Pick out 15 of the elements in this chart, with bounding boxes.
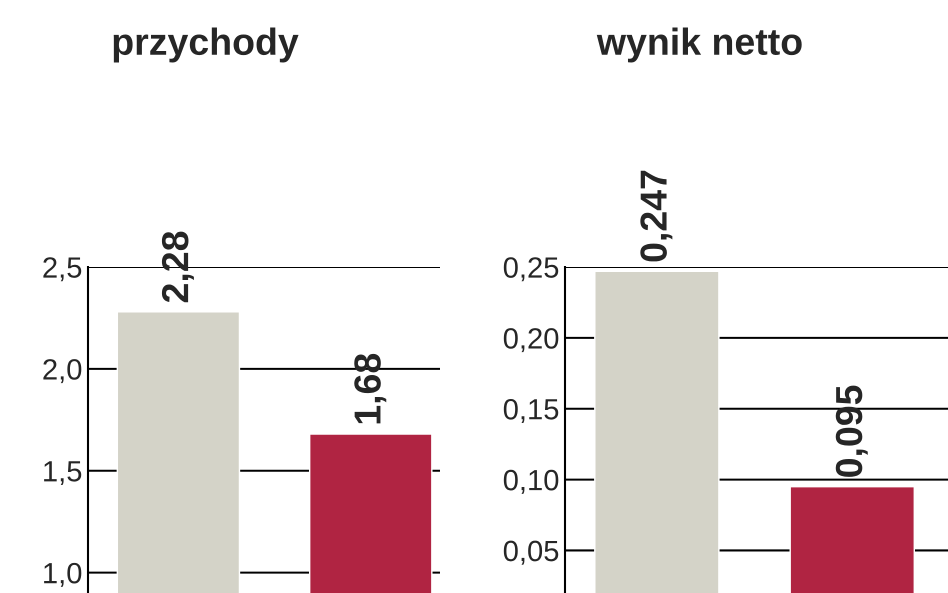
y-tick-label: 0,10 [504,470,558,494]
data-label: 2,28 [162,232,194,302]
chart-title: przychody [114,28,299,62]
y-tick-label: 0,15 [504,398,558,424]
y-tick-label: 1,0 [44,562,82,587]
y-tick-label: 0,05 [504,540,558,565]
data-label: 1,68 [354,354,386,424]
y-tick-label: 0,20 [504,328,558,352]
data-label: 0,095 [836,386,868,477]
y-tick-label: 0,25 [504,257,558,282]
y-tick-label: 2,5 [43,257,82,282]
y-tick-label: 2,0 [43,359,82,384]
chart-title: wynik netto [596,28,802,62]
y-tick-label: 1,5 [44,461,82,486]
data-label: 0,247 [640,170,672,262]
